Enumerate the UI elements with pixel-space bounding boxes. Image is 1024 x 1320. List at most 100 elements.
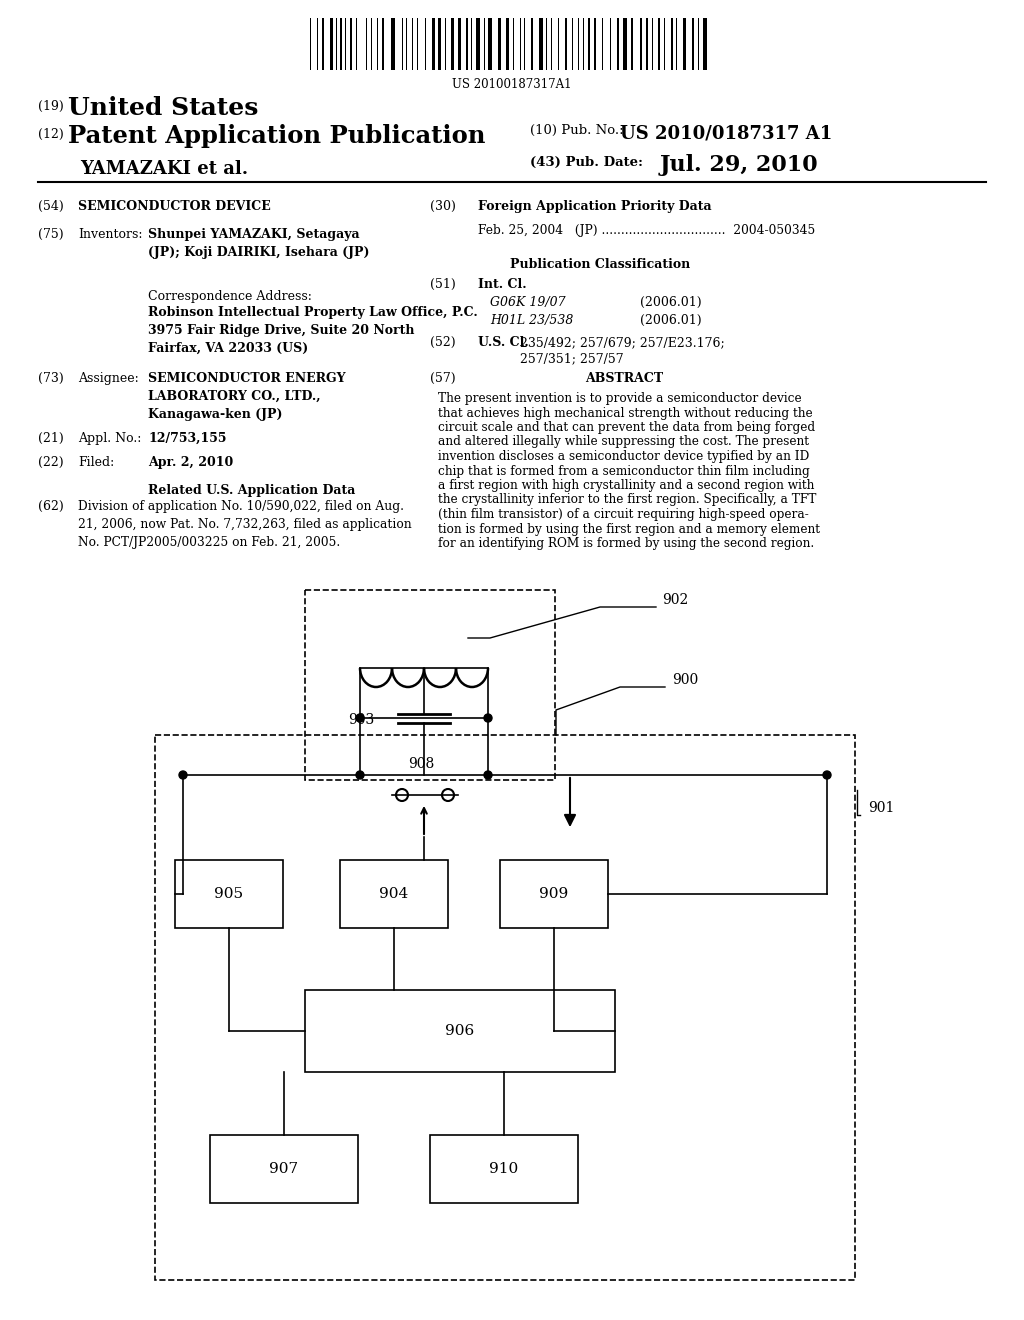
Circle shape (484, 771, 492, 779)
Text: US 20100187317A1: US 20100187317A1 (453, 78, 571, 91)
Bar (565, 18, 567, 70)
Bar (539, 18, 543, 70)
Text: YAMAZAKI et al.: YAMAZAKI et al. (80, 160, 248, 178)
Text: tion is formed by using the first region and a memory element: tion is formed by using the first region… (438, 523, 820, 536)
Text: (21): (21) (38, 432, 63, 445)
Text: US 2010/0187317 A1: US 2010/0187317 A1 (620, 124, 833, 143)
Bar (458, 18, 461, 70)
Bar (506, 18, 509, 70)
Text: Shunpei YAMAZAKI, Setagaya
(JP); Koji DAIRIKI, Isehara (JP): Shunpei YAMAZAKI, Setagaya (JP); Koji DA… (148, 228, 370, 259)
Text: The present invention is to provide a semiconductor device: The present invention is to provide a se… (438, 392, 802, 405)
Text: G06K 19/07: G06K 19/07 (490, 296, 565, 309)
Text: U.S. Cl.: U.S. Cl. (478, 337, 528, 348)
Text: Jul. 29, 2010: Jul. 29, 2010 (660, 154, 818, 176)
Bar (623, 18, 627, 70)
Text: (52): (52) (430, 337, 456, 348)
Bar (646, 18, 648, 70)
Text: 905: 905 (214, 887, 244, 902)
Text: (19): (19) (38, 100, 63, 114)
Text: (73): (73) (38, 372, 63, 385)
Text: 900: 900 (672, 673, 698, 686)
Text: ABSTRACT: ABSTRACT (585, 372, 664, 385)
Text: 235/492; 257/679; 257/E23.176;: 235/492; 257/679; 257/E23.176; (520, 337, 725, 348)
Text: Foreign Application Priority Data: Foreign Application Priority Data (478, 201, 712, 213)
Text: (22): (22) (38, 455, 63, 469)
Text: 257/351; 257/57: 257/351; 257/57 (520, 352, 624, 366)
Text: (62): (62) (38, 500, 63, 513)
Bar (340, 861, 449, 928)
Bar (617, 18, 618, 70)
Text: Robinson Intellectual Property Law Office, P.C.
3975 Fair Ridge Drive, Suite 20 : Robinson Intellectual Property Law Offic… (148, 306, 478, 355)
Text: that achieves high mechanical strength without reducing the: that achieves high mechanical strength w… (438, 407, 813, 420)
Text: the crystallinity inferior to the first region. Specifically, a TFT: the crystallinity inferior to the first … (438, 494, 816, 507)
Bar (175, 861, 283, 928)
Bar (305, 590, 555, 780)
Bar (658, 18, 660, 70)
Text: (43) Pub. Date:: (43) Pub. Date: (530, 156, 643, 169)
Text: 910: 910 (489, 1162, 518, 1176)
Bar (703, 18, 707, 70)
Text: 909: 909 (540, 887, 568, 902)
Text: Publication Classification: Publication Classification (510, 257, 690, 271)
Text: Related U.S. Application Data: Related U.S. Application Data (148, 484, 355, 498)
Bar (488, 18, 492, 70)
Text: invention discloses a semiconductor device typified by an ID: invention discloses a semiconductor devi… (438, 450, 809, 463)
Text: (51): (51) (430, 279, 456, 290)
Text: 901: 901 (868, 801, 894, 814)
Bar (500, 861, 608, 928)
Bar (432, 18, 435, 70)
Text: H01L 23/538: H01L 23/538 (490, 314, 573, 327)
Circle shape (179, 771, 187, 779)
Bar (155, 735, 855, 1280)
Text: 908: 908 (408, 756, 434, 771)
Text: (2006.01): (2006.01) (640, 296, 701, 309)
Bar (430, 1135, 578, 1203)
Text: SEMICONDUCTOR DEVICE: SEMICONDUCTOR DEVICE (78, 201, 270, 213)
Text: (57): (57) (430, 372, 456, 385)
Bar (350, 18, 352, 70)
Text: (75): (75) (38, 228, 63, 242)
Text: 902: 902 (662, 593, 688, 607)
Bar (340, 18, 342, 70)
Bar (640, 18, 642, 70)
Text: Patent Application Publication: Patent Application Publication (68, 124, 485, 148)
Bar (671, 18, 673, 70)
Text: (thin film transistor) of a circuit requiring high-speed opera-: (thin film transistor) of a circuit requ… (438, 508, 809, 521)
Text: 907: 907 (269, 1162, 299, 1176)
Bar (498, 18, 501, 70)
Text: Feb. 25, 2004   (JP) ................................  2004-050345: Feb. 25, 2004 (JP) .....................… (478, 224, 815, 238)
Text: Apr. 2, 2010: Apr. 2, 2010 (148, 455, 233, 469)
Text: Assignee:: Assignee: (78, 372, 138, 385)
Text: 12/753,155: 12/753,155 (148, 432, 226, 445)
Text: circuit scale and that can prevent the data from being forged: circuit scale and that can prevent the d… (438, 421, 815, 434)
Bar (322, 18, 324, 70)
Bar (305, 990, 615, 1072)
Bar (382, 18, 384, 70)
Text: Inventors:: Inventors: (78, 228, 142, 242)
Bar (451, 18, 454, 70)
Bar (438, 18, 441, 70)
Text: Filed:: Filed: (78, 455, 115, 469)
Text: Division of application No. 10/590,022, filed on Aug.
21, 2006, now Pat. No. 7,7: Division of application No. 10/590,022, … (78, 500, 412, 549)
Bar (531, 18, 534, 70)
Text: (54): (54) (38, 201, 63, 213)
Bar (466, 18, 468, 70)
Bar (594, 18, 596, 70)
Text: (2006.01): (2006.01) (640, 314, 701, 327)
Text: and altered illegally while suppressing the cost. The present: and altered illegally while suppressing … (438, 436, 809, 449)
Circle shape (823, 771, 831, 779)
Text: 904: 904 (379, 887, 409, 902)
Text: for an identifying ROM is formed by using the second region.: for an identifying ROM is formed by usin… (438, 537, 814, 550)
Text: 903: 903 (348, 713, 374, 727)
Text: Appl. No.:: Appl. No.: (78, 432, 141, 445)
Text: Correspondence Address:: Correspondence Address: (148, 290, 312, 304)
Bar (683, 18, 686, 70)
Bar (476, 18, 480, 70)
Bar (631, 18, 633, 70)
Text: United States: United States (68, 96, 258, 120)
Bar (391, 18, 395, 70)
Text: (10) Pub. No.:: (10) Pub. No.: (530, 124, 624, 137)
Text: 906: 906 (445, 1024, 475, 1038)
Bar (588, 18, 590, 70)
Text: a first region with high crystallinity and a second region with: a first region with high crystallinity a… (438, 479, 814, 492)
